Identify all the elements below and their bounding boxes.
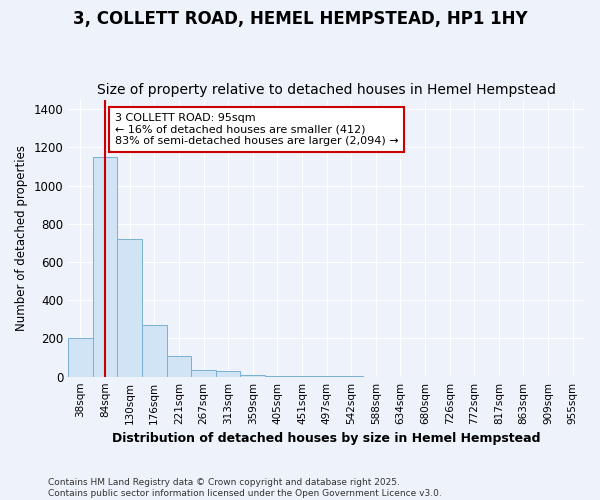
Text: Contains HM Land Registry data © Crown copyright and database right 2025.
Contai: Contains HM Land Registry data © Crown c… <box>48 478 442 498</box>
Text: 3 COLLETT ROAD: 95sqm
← 16% of detached houses are smaller (412)
83% of semi-det: 3 COLLETT ROAD: 95sqm ← 16% of detached … <box>115 113 398 146</box>
Bar <box>93 157 118 376</box>
Bar <box>118 239 142 376</box>
Text: 3, COLLETT ROAD, HEMEL HEMPSTEAD, HP1 1HY: 3, COLLETT ROAD, HEMEL HEMPSTEAD, HP1 1H… <box>73 10 527 28</box>
Title: Size of property relative to detached houses in Hemel Hempstead: Size of property relative to detached ho… <box>97 83 556 97</box>
Bar <box>68 338 93 376</box>
Bar <box>191 370 216 376</box>
Y-axis label: Number of detached properties: Number of detached properties <box>15 145 28 331</box>
X-axis label: Distribution of detached houses by size in Hemel Hempstead: Distribution of detached houses by size … <box>112 432 541 445</box>
Bar <box>216 371 241 376</box>
Bar <box>142 325 167 376</box>
Bar <box>167 356 191 376</box>
Bar <box>241 375 265 376</box>
